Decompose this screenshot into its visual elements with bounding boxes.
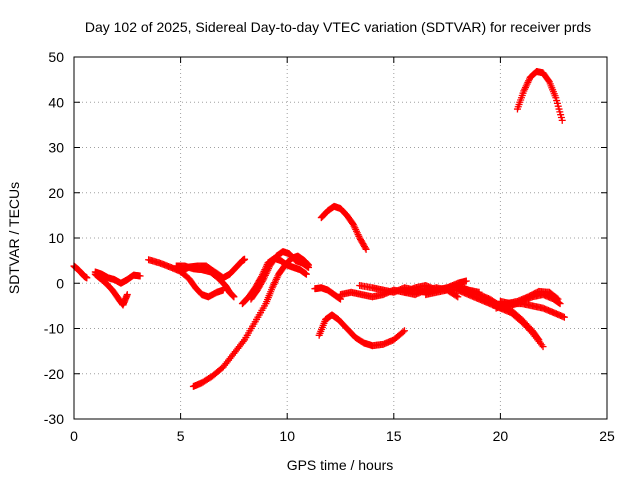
y-tick-label: 10 [48, 230, 64, 246]
data-point [305, 263, 313, 271]
data-point [83, 274, 91, 282]
data-point [560, 313, 568, 321]
series-arc-1 [70, 262, 91, 282]
data-point [452, 292, 460, 300]
data-point [556, 300, 564, 308]
data-point [302, 270, 310, 278]
data-point [400, 327, 408, 335]
series-arc-9 [247, 248, 313, 303]
y-tick-label: 0 [56, 275, 64, 291]
series-arc-3 [91, 268, 144, 287]
x-axis-label: GPS time / hours [287, 457, 394, 473]
data-point [454, 293, 462, 301]
data-point [399, 328, 407, 336]
data-point [259, 276, 267, 284]
series-arc-21 [513, 67, 566, 124]
series-arc-12 [315, 311, 408, 350]
data-point [362, 245, 370, 253]
plot-frame [73, 56, 608, 420]
data-point [545, 77, 553, 85]
y-tick-label: 30 [48, 140, 64, 156]
data-points [70, 67, 568, 390]
x-tick-label: 20 [493, 428, 509, 444]
grid [74, 57, 607, 419]
axis-ticks: 0 5 10 15 20 25 -30 -20 -10 0 10 20 30 40 50 [44, 49, 615, 444]
data-point [553, 294, 561, 302]
data-point [462, 277, 470, 285]
chart-title: Day 102 of 2025, Sidereal Day-to-day VTE… [85, 19, 591, 35]
y-tick-label: 40 [48, 94, 64, 110]
data-point [136, 272, 144, 280]
y-tick-label: 20 [48, 185, 64, 201]
y-tick-label: -20 [44, 366, 64, 382]
data-point [535, 336, 543, 344]
series-arc-11 [317, 202, 370, 253]
x-tick-label: 10 [279, 428, 295, 444]
x-tick-label: 25 [599, 428, 615, 444]
series-arc-10 [311, 284, 344, 303]
data-point [123, 291, 131, 299]
data-point [534, 335, 542, 343]
data-point [230, 293, 238, 301]
series-arc-20 [496, 297, 568, 321]
data-point [361, 244, 369, 252]
x-tick-label: 5 [177, 428, 185, 444]
data-point [539, 343, 547, 351]
series-arc-6 [177, 255, 249, 282]
data-point [554, 295, 562, 303]
y-tick-label: -30 [44, 411, 64, 427]
data-point [558, 116, 566, 124]
data-point [241, 255, 249, 263]
x-tick-label: 15 [386, 428, 402, 444]
y-tick-label: -10 [44, 321, 64, 337]
y-tick-label: 50 [48, 49, 64, 65]
y-axis-label: SDTVAR / TECUs [6, 182, 22, 294]
x-tick-label: 0 [70, 428, 78, 444]
